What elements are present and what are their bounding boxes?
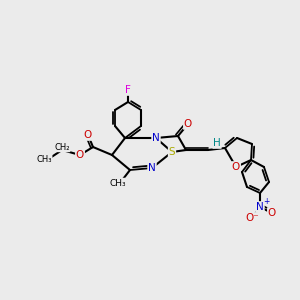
Text: N: N <box>152 133 160 143</box>
Text: O: O <box>268 208 276 218</box>
Text: O: O <box>76 150 84 160</box>
Text: F: F <box>125 85 131 95</box>
Text: +: + <box>263 197 269 206</box>
Text: CH₃: CH₃ <box>110 178 126 188</box>
Text: O: O <box>232 162 240 172</box>
Text: O: O <box>84 130 92 140</box>
Text: CH₃: CH₃ <box>36 155 52 164</box>
Text: CH₂: CH₂ <box>54 142 70 152</box>
Text: N: N <box>148 163 156 173</box>
Text: H: H <box>213 138 221 148</box>
Text: S: S <box>169 147 175 157</box>
Text: N: N <box>256 202 264 212</box>
Text: O: O <box>184 119 192 129</box>
Text: O⁻: O⁻ <box>245 213 259 223</box>
